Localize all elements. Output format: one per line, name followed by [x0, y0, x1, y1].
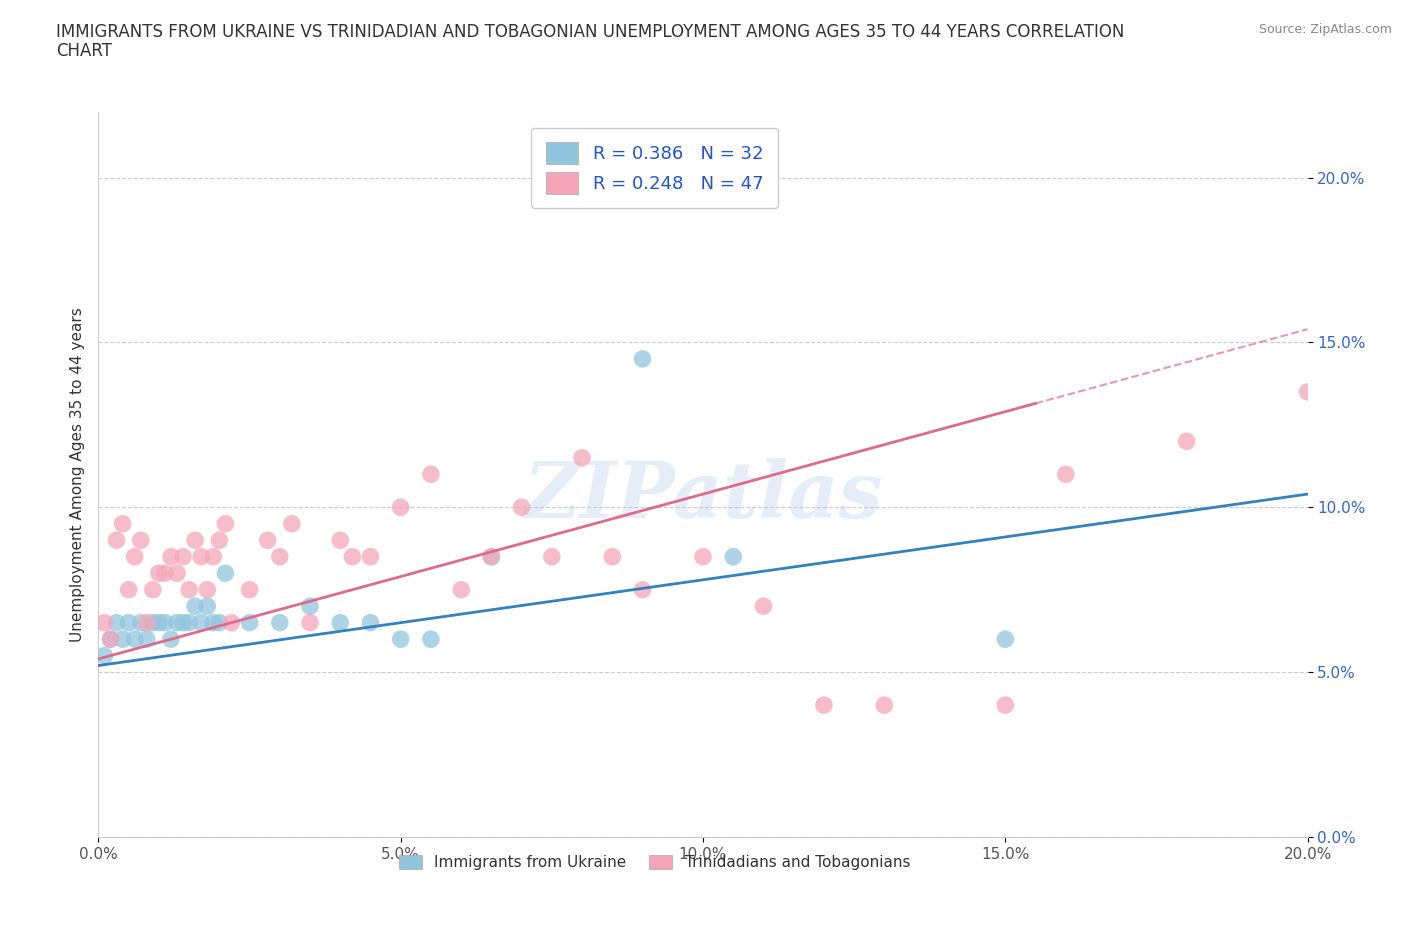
- Point: [93, 648, 115, 663]
- Point: [329, 616, 352, 631]
- Point: [631, 352, 654, 366]
- Point: [221, 616, 243, 631]
- Point: [208, 616, 231, 631]
- Text: ZIPatlas: ZIPatlas: [523, 458, 883, 535]
- Point: [239, 616, 262, 631]
- Point: [179, 616, 201, 631]
- Point: [510, 499, 533, 514]
- Point: [631, 582, 654, 597]
- Point: [135, 631, 157, 646]
- Point: [184, 599, 207, 614]
- Point: [124, 550, 146, 565]
- Point: [148, 565, 170, 580]
- Legend: Immigrants from Ukraine, Trinidadians and Tobagonians: Immigrants from Ukraine, Trinidadians an…: [394, 849, 917, 876]
- Point: [994, 631, 1017, 646]
- Text: CHART: CHART: [56, 42, 112, 60]
- Point: [269, 616, 291, 631]
- Point: [135, 616, 157, 631]
- Point: [105, 616, 128, 631]
- Point: [124, 631, 146, 646]
- Point: [450, 582, 472, 597]
- Y-axis label: Unemployment Among Ages 35 to 44 years: Unemployment Among Ages 35 to 44 years: [69, 307, 84, 642]
- Point: [105, 533, 128, 548]
- Point: [129, 616, 152, 631]
- Point: [111, 631, 134, 646]
- Point: [129, 533, 152, 548]
- Point: [148, 616, 170, 631]
- Point: [342, 550, 364, 565]
- Point: [142, 582, 165, 597]
- Point: [571, 450, 593, 465]
- Point: [190, 616, 212, 631]
- Point: [100, 631, 122, 646]
- Point: [153, 565, 176, 580]
- Point: [1296, 384, 1319, 399]
- Point: [873, 698, 896, 712]
- Point: [239, 582, 262, 597]
- Point: [100, 631, 122, 646]
- Text: Source: ZipAtlas.com: Source: ZipAtlas.com: [1258, 23, 1392, 36]
- Point: [153, 616, 176, 631]
- Point: [723, 550, 745, 565]
- Point: [540, 550, 562, 565]
- Point: [602, 550, 624, 565]
- Point: [160, 631, 183, 646]
- Point: [166, 565, 188, 580]
- Point: [813, 698, 835, 712]
- Point: [118, 616, 141, 631]
- Point: [269, 550, 291, 565]
- Point: [160, 550, 183, 565]
- Point: [389, 499, 412, 514]
- Point: [299, 599, 322, 614]
- Point: [752, 599, 775, 614]
- Point: [166, 616, 188, 631]
- Point: [118, 582, 141, 597]
- Point: [1175, 434, 1198, 449]
- Point: [172, 550, 194, 565]
- Point: [195, 599, 218, 614]
- Point: [692, 550, 714, 565]
- Point: [111, 516, 134, 531]
- Text: IMMIGRANTS FROM UKRAINE VS TRINIDADIAN AND TOBAGONIAN UNEMPLOYMENT AMONG AGES 35: IMMIGRANTS FROM UKRAINE VS TRINIDADIAN A…: [56, 23, 1125, 41]
- Point: [994, 698, 1017, 712]
- Point: [179, 582, 201, 597]
- Point: [360, 616, 382, 631]
- Point: [299, 616, 322, 631]
- Point: [190, 550, 212, 565]
- Point: [195, 582, 218, 597]
- Point: [481, 550, 503, 565]
- Point: [184, 533, 207, 548]
- Point: [420, 467, 443, 482]
- Point: [202, 550, 225, 565]
- Point: [1054, 467, 1077, 482]
- Point: [281, 516, 304, 531]
- Point: [329, 533, 352, 548]
- Point: [481, 550, 503, 565]
- Point: [420, 631, 443, 646]
- Point: [256, 533, 278, 548]
- Point: [208, 533, 231, 548]
- Point: [214, 516, 236, 531]
- Point: [202, 616, 225, 631]
- Point: [93, 616, 115, 631]
- Point: [142, 616, 165, 631]
- Point: [389, 631, 412, 646]
- Point: [172, 616, 194, 631]
- Point: [214, 565, 236, 580]
- Point: [360, 550, 382, 565]
